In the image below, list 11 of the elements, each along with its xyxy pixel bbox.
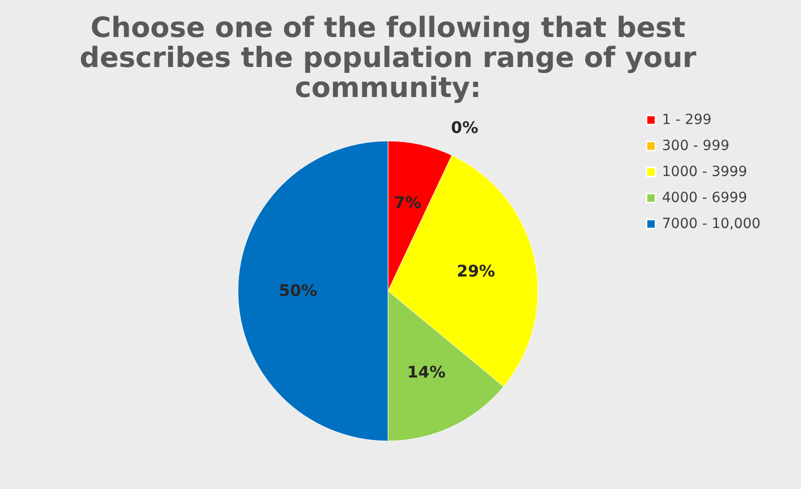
legend-label: 1 - 299	[662, 112, 712, 128]
text: 0%	[451, 118, 478, 138]
legend-label: 1000 - 3999	[662, 164, 748, 180]
legend-label: 4000 - 6999	[662, 190, 748, 206]
data-label: 14%	[407, 362, 446, 382]
data-label: 7%	[394, 193, 422, 212]
legend-label: 7000 - 10,000	[662, 216, 761, 232]
data-label: 29%	[456, 261, 495, 280]
chart-title: Choose one of the following that best describes the population range of your community:	[80, 11, 697, 104]
legend-label: 300 - 999	[662, 138, 730, 154]
data-label: 50%	[278, 281, 318, 300]
